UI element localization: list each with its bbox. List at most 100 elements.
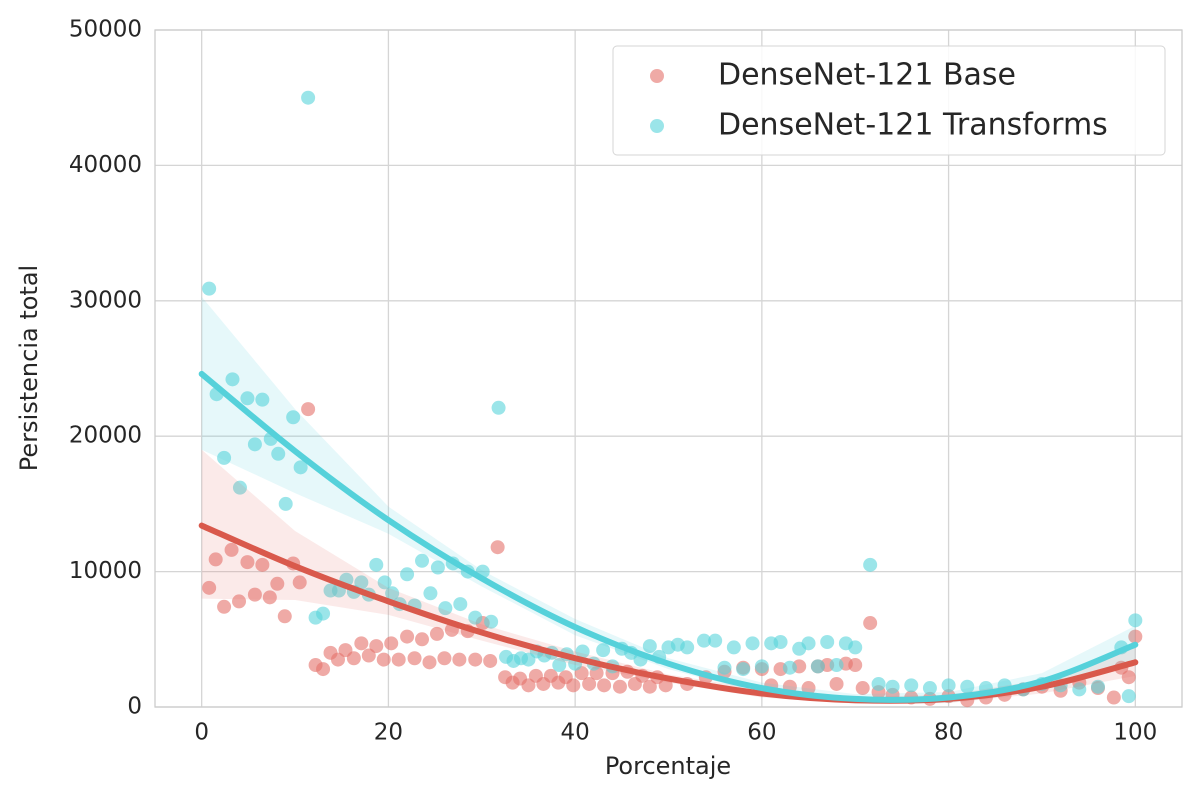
scatter-point bbox=[782, 660, 797, 675]
scatter-point bbox=[642, 639, 657, 654]
scatter-point bbox=[361, 648, 376, 663]
scatter-point bbox=[566, 678, 581, 693]
scatter-point bbox=[346, 651, 361, 666]
scatter-point bbox=[400, 629, 415, 644]
scatter-point bbox=[484, 614, 499, 629]
scatter-point bbox=[863, 616, 878, 631]
legend-label: DenseNet-121 Transforms bbox=[718, 108, 1108, 143]
scatter-point bbox=[1128, 629, 1143, 644]
scatter-point bbox=[415, 632, 430, 647]
scatter-point bbox=[754, 659, 769, 674]
scatter-point bbox=[855, 681, 870, 696]
scatter-point bbox=[452, 652, 467, 667]
scatter-point bbox=[271, 446, 286, 461]
plot-frame bbox=[154, 29, 1183, 708]
scatter-point bbox=[316, 662, 331, 677]
scatter-point bbox=[1106, 690, 1121, 705]
x-tick-label: 0 bbox=[194, 720, 209, 746]
y-tick-label: 50000 bbox=[69, 17, 142, 43]
scatter-point bbox=[240, 391, 255, 406]
scatter-point bbox=[277, 609, 292, 624]
scatter-point bbox=[490, 540, 505, 555]
scatter-point bbox=[1128, 613, 1143, 628]
scatter-point bbox=[217, 450, 232, 465]
scatter-point bbox=[422, 655, 437, 670]
scatter-point bbox=[829, 658, 844, 673]
scatter-point bbox=[369, 557, 384, 572]
scatter-point bbox=[225, 372, 240, 387]
scatter-point bbox=[596, 643, 611, 658]
scatter-point bbox=[438, 601, 453, 616]
scatter-point bbox=[575, 644, 590, 659]
scatter-point bbox=[829, 676, 844, 691]
x-tick-label: 80 bbox=[934, 720, 963, 746]
scatter-point bbox=[429, 626, 444, 641]
legend-box bbox=[612, 45, 1166, 156]
scatter-point bbox=[468, 610, 483, 625]
scatter-point bbox=[773, 635, 788, 650]
scatter-point bbox=[240, 555, 255, 570]
scatter-point bbox=[301, 90, 316, 105]
scatter-point bbox=[407, 651, 422, 666]
scatter-point bbox=[453, 597, 468, 612]
scatter-point bbox=[745, 636, 760, 651]
scatter-point bbox=[658, 678, 673, 693]
scatter-point bbox=[1121, 689, 1136, 704]
scatter-point bbox=[202, 580, 217, 595]
scatter-point bbox=[255, 392, 270, 407]
x-tick-label: 60 bbox=[747, 720, 776, 746]
scatter-point bbox=[885, 679, 900, 694]
scatter-point bbox=[582, 676, 597, 691]
scatter-point bbox=[270, 576, 285, 591]
scatter-point bbox=[262, 590, 277, 605]
scatter-point bbox=[224, 542, 239, 557]
scatter-point bbox=[391, 652, 406, 667]
scatter-point bbox=[848, 640, 863, 655]
scatter-point bbox=[384, 636, 399, 651]
scatter-point bbox=[301, 402, 316, 417]
scatter-point bbox=[941, 678, 956, 693]
scatter-point bbox=[437, 651, 452, 666]
scatter-point bbox=[801, 636, 816, 651]
x-tick-label: 40 bbox=[560, 720, 589, 746]
scatter-point bbox=[483, 653, 498, 668]
legend-marker bbox=[650, 119, 664, 133]
fit-line bbox=[198, 370, 1139, 703]
scatter-point bbox=[597, 678, 612, 693]
scatter-point bbox=[255, 557, 270, 572]
scatter-point bbox=[491, 400, 506, 415]
scatter-point bbox=[696, 633, 711, 648]
scatter-point bbox=[717, 660, 732, 675]
scatter-point bbox=[612, 679, 627, 694]
scatter-point bbox=[208, 552, 223, 567]
scatter-point bbox=[922, 681, 937, 696]
scatter-point bbox=[863, 557, 878, 572]
scatter-point bbox=[801, 681, 816, 696]
scatter-point bbox=[960, 679, 975, 694]
scatter-point bbox=[286, 410, 301, 425]
scatter-point bbox=[278, 496, 293, 511]
scatter-point bbox=[292, 575, 307, 590]
scatter-point bbox=[217, 599, 232, 614]
legend-label: DenseNet-121 Base bbox=[718, 58, 1016, 93]
scatter-point bbox=[354, 636, 369, 651]
scatter-point bbox=[904, 678, 919, 693]
y-tick-label: 30000 bbox=[69, 287, 142, 313]
scatter-point bbox=[642, 679, 657, 694]
scatter-point bbox=[708, 633, 723, 648]
scatter-point bbox=[377, 575, 392, 590]
scatter-point bbox=[430, 560, 445, 575]
scatter-point bbox=[293, 460, 308, 475]
scatter-point bbox=[521, 678, 536, 693]
scatter-point bbox=[247, 437, 262, 452]
scatter-point bbox=[232, 480, 247, 495]
scatter-point bbox=[1121, 670, 1136, 685]
scatter-point bbox=[820, 635, 835, 650]
scatter-point bbox=[385, 586, 400, 601]
x-axis-label: Porcentaje bbox=[605, 752, 731, 780]
scatter-point bbox=[848, 658, 863, 673]
legend: DenseNet-121 Base DenseNet-121 Transforms bbox=[612, 45, 1166, 156]
scatter-point bbox=[316, 606, 331, 621]
y-axis-label: Persistencia total bbox=[15, 265, 43, 471]
